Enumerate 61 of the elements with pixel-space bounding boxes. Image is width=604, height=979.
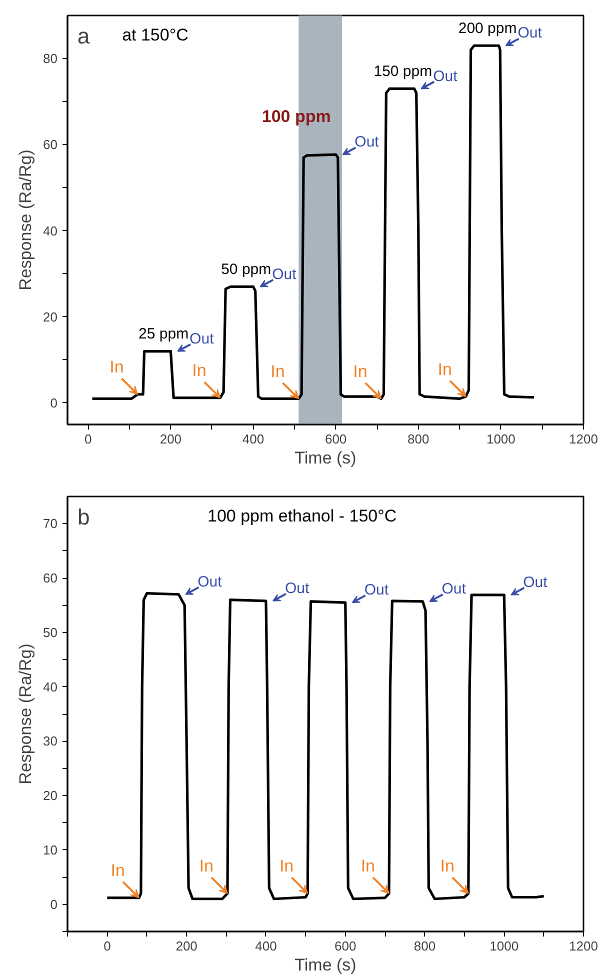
y-tick-label: 20 (43, 309, 58, 324)
y-tick-label: 80 (43, 51, 58, 66)
annotation: 25 ppm (138, 325, 189, 342)
y-tick-label: 0 (50, 395, 58, 410)
y-tick-label: 50 (43, 624, 58, 640)
annotation: In (279, 856, 294, 876)
annotation: Out (190, 330, 215, 348)
y-tick-label: 40 (43, 223, 58, 238)
annotation: 200 ppm (458, 20, 517, 37)
annotation: Out (523, 574, 548, 591)
y-tick-label: 60 (43, 570, 58, 586)
y-tick-label: 40 (43, 679, 58, 694)
y-axis-title: Response (Ra/Rg) (16, 644, 36, 784)
x-tick-label: 600 (334, 938, 356, 954)
x-tick-label: 1000 (490, 938, 519, 954)
line-series (90, 44, 536, 400)
y-tick-label: 30 (43, 734, 58, 749)
annotation: Out (198, 573, 223, 590)
annotation: In (192, 361, 206, 380)
x-axis-title: Time (s) (294, 448, 356, 468)
x-tick-label: 0 (104, 938, 111, 954)
annotation: b (78, 504, 90, 530)
annotation: Out (354, 134, 380, 151)
y-tick-label: 0 (50, 896, 58, 912)
x-tick-label: 400 (255, 938, 277, 954)
annotation: In (438, 360, 452, 379)
y-tick-label: 70 (43, 516, 58, 532)
text: 100 ppm ethanol - 150°C (208, 506, 397, 526)
x-tick-label: 1200 (569, 432, 598, 446)
annotation: Out (364, 582, 390, 599)
annotation: 100 ppm (262, 107, 331, 126)
annotation: Out (518, 24, 543, 42)
x-tick-label: 1000 (486, 432, 516, 446)
annotation: Out (272, 266, 298, 283)
x-tick-label: 600 (324, 432, 347, 446)
x-tick-label: 0 (84, 432, 92, 446)
annotation: In (440, 856, 454, 876)
annotation: In (353, 362, 368, 381)
y-axis-title: Response (Ra/Rg) (16, 150, 36, 290)
annotation: a (77, 23, 90, 48)
annotation: In (360, 856, 376, 876)
text: at 150°C (122, 25, 188, 44)
annotation: In (270, 362, 285, 381)
annotation: 50 ppm (221, 260, 272, 278)
x-axis-title: Time (s) (294, 956, 356, 974)
x-tick-label: 800 (414, 938, 436, 954)
y-tick-label: 10 (43, 842, 58, 858)
x-tick-label: 1200 (569, 938, 598, 954)
x-tick-label: 800 (408, 432, 430, 446)
y-tick-label: 60 (43, 137, 58, 152)
x-tick-label: 200 (160, 432, 182, 446)
annotation: Out (284, 580, 310, 597)
annotation: In (110, 358, 124, 377)
x-tick-label: 400 (242, 432, 264, 446)
annotation: Out (442, 580, 467, 598)
annotation: In (110, 860, 125, 880)
annotation: Out (433, 68, 458, 85)
x-tick-label: 200 (176, 938, 198, 954)
y-tick-label: 20 (43, 788, 58, 804)
annotation: 150 ppm (374, 62, 432, 80)
annotation: In (199, 856, 214, 876)
